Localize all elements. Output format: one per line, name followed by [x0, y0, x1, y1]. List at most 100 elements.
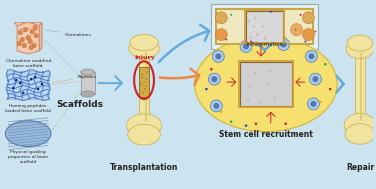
Circle shape — [259, 101, 261, 103]
Circle shape — [213, 103, 219, 109]
Circle shape — [249, 85, 251, 87]
Circle shape — [20, 28, 22, 30]
Circle shape — [247, 99, 249, 101]
Bar — [81, 72, 94, 94]
Circle shape — [308, 53, 314, 59]
Circle shape — [30, 29, 34, 34]
Circle shape — [33, 26, 37, 30]
Circle shape — [270, 11, 272, 13]
Circle shape — [311, 101, 316, 107]
Circle shape — [18, 30, 23, 35]
Circle shape — [274, 97, 276, 99]
Circle shape — [247, 19, 250, 22]
Bar — [240, 62, 292, 106]
Circle shape — [215, 12, 227, 24]
Circle shape — [32, 43, 36, 48]
Circle shape — [312, 76, 318, 82]
Circle shape — [243, 43, 249, 50]
Bar — [355, 49, 365, 125]
Circle shape — [143, 81, 145, 83]
Bar — [145, 52, 147, 122]
Circle shape — [141, 73, 143, 75]
Circle shape — [215, 53, 221, 59]
Text: Homing peptides
loaded bone scaffold: Homing peptides loaded bone scaffold — [5, 104, 51, 112]
Circle shape — [249, 36, 252, 39]
Circle shape — [145, 78, 147, 80]
Circle shape — [305, 50, 317, 62]
Circle shape — [256, 33, 259, 36]
Bar — [216, 9, 314, 44]
Circle shape — [267, 83, 269, 85]
Circle shape — [300, 14, 302, 16]
Circle shape — [211, 76, 217, 82]
Circle shape — [35, 29, 37, 31]
Circle shape — [303, 29, 314, 40]
Circle shape — [245, 124, 247, 127]
Circle shape — [208, 73, 220, 85]
Text: Inflammation: Inflammation — [246, 43, 284, 47]
Circle shape — [305, 40, 306, 43]
Circle shape — [230, 14, 232, 16]
Ellipse shape — [194, 36, 337, 132]
Circle shape — [314, 31, 316, 33]
Circle shape — [250, 40, 252, 43]
Text: Chemokine modified
bone scaffold: Chemokine modified bone scaffold — [6, 59, 51, 68]
Circle shape — [279, 87, 281, 89]
Circle shape — [142, 92, 144, 94]
Text: Scaffolds: Scaffolds — [56, 100, 103, 109]
Ellipse shape — [81, 91, 94, 97]
Circle shape — [210, 68, 213, 70]
Text: Repair: Repair — [346, 163, 374, 172]
Circle shape — [12, 87, 15, 89]
Circle shape — [230, 120, 232, 123]
Circle shape — [20, 37, 24, 42]
Circle shape — [34, 76, 36, 78]
Ellipse shape — [130, 34, 158, 51]
Bar — [239, 61, 293, 107]
Circle shape — [26, 35, 30, 40]
Text: Stem cell recruitment: Stem cell recruitment — [219, 130, 313, 139]
Circle shape — [27, 28, 29, 29]
Text: Injury: Injury — [135, 55, 155, 60]
Circle shape — [278, 39, 290, 50]
Bar — [361, 53, 362, 121]
Circle shape — [285, 36, 287, 39]
Circle shape — [37, 88, 39, 90]
Ellipse shape — [128, 124, 161, 145]
Circle shape — [146, 71, 148, 73]
Ellipse shape — [127, 114, 161, 138]
Circle shape — [28, 39, 32, 44]
Circle shape — [29, 45, 33, 50]
Circle shape — [41, 83, 43, 85]
Circle shape — [22, 92, 24, 94]
Circle shape — [281, 42, 287, 47]
Circle shape — [284, 122, 287, 125]
Bar — [139, 48, 150, 126]
Circle shape — [252, 26, 255, 28]
Circle shape — [141, 76, 143, 78]
Circle shape — [212, 50, 224, 62]
Circle shape — [140, 83, 142, 85]
Circle shape — [309, 73, 321, 85]
Circle shape — [262, 26, 265, 28]
Ellipse shape — [81, 69, 94, 75]
Circle shape — [294, 29, 297, 31]
Bar — [216, 9, 314, 44]
Bar — [139, 67, 149, 97]
Text: Physical guiding
properties of bone
scaffold: Physical guiding properties of bone scaf… — [8, 150, 48, 164]
Circle shape — [240, 40, 252, 52]
Circle shape — [15, 79, 18, 81]
Bar — [8, 71, 49, 99]
FancyBboxPatch shape — [211, 4, 318, 50]
Circle shape — [17, 41, 21, 46]
Circle shape — [215, 29, 227, 40]
Circle shape — [308, 98, 319, 110]
Ellipse shape — [347, 35, 373, 51]
Ellipse shape — [344, 113, 376, 137]
Circle shape — [268, 70, 271, 72]
Bar — [245, 10, 284, 43]
Circle shape — [220, 111, 223, 113]
Circle shape — [324, 63, 327, 66]
Circle shape — [254, 17, 257, 19]
Polygon shape — [17, 22, 39, 54]
